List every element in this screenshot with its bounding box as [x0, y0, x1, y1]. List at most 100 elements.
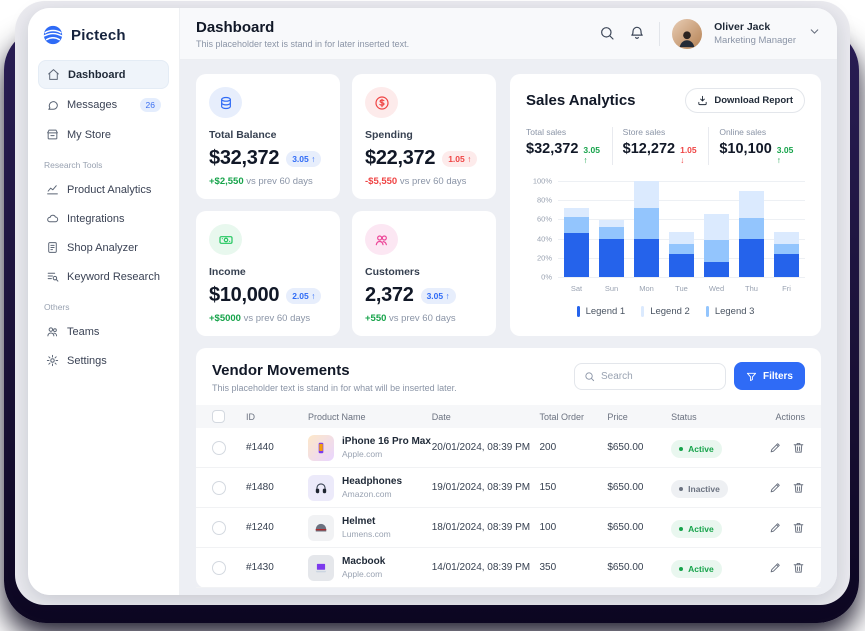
avatar[interactable] [672, 18, 703, 49]
helmet-thumb [308, 514, 334, 541]
bar-tue[interactable] [669, 181, 694, 277]
table-row[interactable]: #1240 Helmet Lumens.com 18/01/2024, 08:39 P… [196, 508, 821, 548]
sidebar-item-shop-analyzer[interactable]: Shop Analyzer [38, 234, 169, 261]
product-vendor: Amazon.com [342, 489, 392, 499]
column-header-product-name: Product Name [308, 411, 366, 422]
bar-segment [704, 239, 729, 262]
stat-title: Spending [365, 129, 413, 141]
bar-segment [669, 231, 694, 245]
stat-value: $22,372 [365, 147, 436, 169]
cell-price: $650.00 [607, 562, 644, 573]
edit-icon[interactable] [769, 441, 782, 454]
trash-icon[interactable] [792, 441, 805, 454]
sidebar-item-label: Messages [67, 99, 118, 111]
app-name: Pictech [71, 26, 126, 44]
table-row[interactable]: #1430 Macbook Apple.com 14/01/2024, 08:39 P… [196, 548, 821, 588]
column-header-actions: Actions [775, 411, 805, 422]
main-area: Dashboard This placeholder text is stand… [180, 8, 837, 595]
column-header-date: Date [431, 411, 451, 422]
filters-button[interactable]: Filters [733, 362, 805, 390]
sales-metric-total-sales: Total sales $32,372 3.05 ↑ [526, 127, 600, 165]
sidebar-item-my-store[interactable]: My Store [38, 121, 169, 148]
stat-delta: +$2,550 vs prev 60 days [209, 176, 313, 187]
trash-icon[interactable] [792, 481, 805, 494]
download-report-button[interactable]: Download Report [685, 88, 805, 113]
user-name: Oliver Jack [714, 21, 771, 33]
app-window: Pictech Dashboard Messages 26 My Store Resea… [28, 8, 837, 595]
pictech-logo-icon [43, 25, 63, 45]
edit-icon[interactable] [769, 521, 782, 534]
column-header-price: Price [607, 411, 628, 422]
people-icon [365, 224, 398, 255]
table-search-input[interactable] [600, 370, 716, 382]
banknote-icon [209, 224, 242, 255]
filters-label: Filters [762, 370, 793, 382]
cell-product: Macbook Apple.com [308, 554, 432, 581]
cell-total-order: 100 [539, 522, 557, 533]
edit-icon[interactable] [769, 481, 782, 494]
bar-thu[interactable] [739, 181, 764, 277]
cell-price: $650.00 [607, 482, 644, 493]
bar-wed[interactable] [704, 181, 729, 277]
coins-icon [209, 87, 242, 118]
bar-segment [634, 238, 659, 277]
page-heading: Dashboard This placeholder text is stand… [196, 19, 409, 49]
bar-segment [564, 207, 589, 218]
sidebar-item-teams[interactable]: Teams [38, 318, 169, 345]
legend-item: Legend 2 [641, 306, 690, 317]
sidebar-item-label: Teams [67, 325, 100, 338]
sidebar-item-label: Settings [67, 354, 107, 367]
cell-date: 18/01/2024, 08:39 PM [431, 522, 531, 533]
sidebar-nav: Dashboard Messages 26 My Store Research Tool… [38, 60, 169, 374]
topbar: Dashboard This placeholder text is stand… [180, 8, 837, 60]
search-icon[interactable] [599, 25, 617, 43]
chat-icon [46, 99, 59, 112]
sidebar-item-dashboard[interactable]: Dashboard [38, 60, 169, 89]
sales-chart: 100% 80% 60% 40% 20% 0% Sat Sun Mon Tue Wed Thu Fri… [526, 177, 805, 317]
table-row[interactable]: #1440 iPhone 16 Pro Max Apple.com 20/01/202… [196, 428, 821, 468]
table-row[interactable]: #1480 Headphones Amazon.com 19/01/2024, 08:… [196, 468, 821, 508]
select-all-checkbox[interactable] [212, 410, 225, 423]
sidebar-item-messages[interactable]: Messages 26 [38, 91, 169, 119]
edit-icon[interactable] [769, 561, 782, 574]
bar-segment [564, 232, 589, 277]
y-tick-label: 60% [536, 214, 552, 224]
stat-card-income: Income $10,000 2.05 ↑ +$5000 vs prev 60 day… [196, 211, 340, 336]
chart-line-icon [46, 183, 59, 196]
bar-segment [739, 190, 764, 218]
bar-mon[interactable] [634, 181, 659, 277]
sidebar-item-keyword-research[interactable]: Keyword Research [38, 263, 169, 290]
cell-price: $650.00 [607, 442, 644, 453]
product-vendor: Apple.com [342, 569, 383, 579]
row-checkbox[interactable] [212, 440, 226, 455]
bar-sun[interactable] [599, 181, 624, 277]
cell-total-order: 350 [539, 562, 557, 573]
bar-segment [634, 181, 659, 208]
y-tick-label: 80% [536, 195, 552, 205]
bar-fri[interactable] [774, 181, 799, 277]
content: Total Balance $32,372 3.05 ↑ +$2,550 vs pre… [180, 60, 837, 595]
cell-id: #1240 [246, 522, 274, 533]
row-checkbox[interactable] [212, 520, 226, 535]
trash-icon[interactable] [792, 561, 805, 574]
status-badge: Active [671, 559, 722, 578]
cell-total-order: 200 [539, 442, 557, 453]
sidebar-item-settings[interactable]: Settings [38, 347, 169, 374]
vendor-subtitle: This placeholder text is stand in for wh… [212, 383, 457, 393]
table-search[interactable] [573, 362, 726, 390]
sidebar-item-integrations[interactable]: Integrations [38, 205, 169, 232]
row-checkbox[interactable] [212, 480, 226, 495]
chevron-down-icon[interactable] [808, 25, 821, 43]
x-tick-label: Mon [639, 284, 654, 293]
row-checkbox[interactable] [212, 560, 226, 575]
trash-icon[interactable] [792, 521, 805, 534]
user-info[interactable]: Oliver Jack Marketing Manager [714, 21, 796, 46]
page-title: Dashboard [196, 18, 275, 36]
x-tick-label: Sat [570, 284, 583, 293]
stat-value: $10,000 [209, 284, 280, 306]
bar-sat[interactable] [564, 181, 589, 277]
stat-value: 2,372 [365, 284, 414, 306]
sidebar-item-product-analytics[interactable]: Product Analytics [38, 176, 169, 203]
bell-icon[interactable] [629, 25, 647, 43]
y-tick-label: 20% [536, 253, 552, 263]
